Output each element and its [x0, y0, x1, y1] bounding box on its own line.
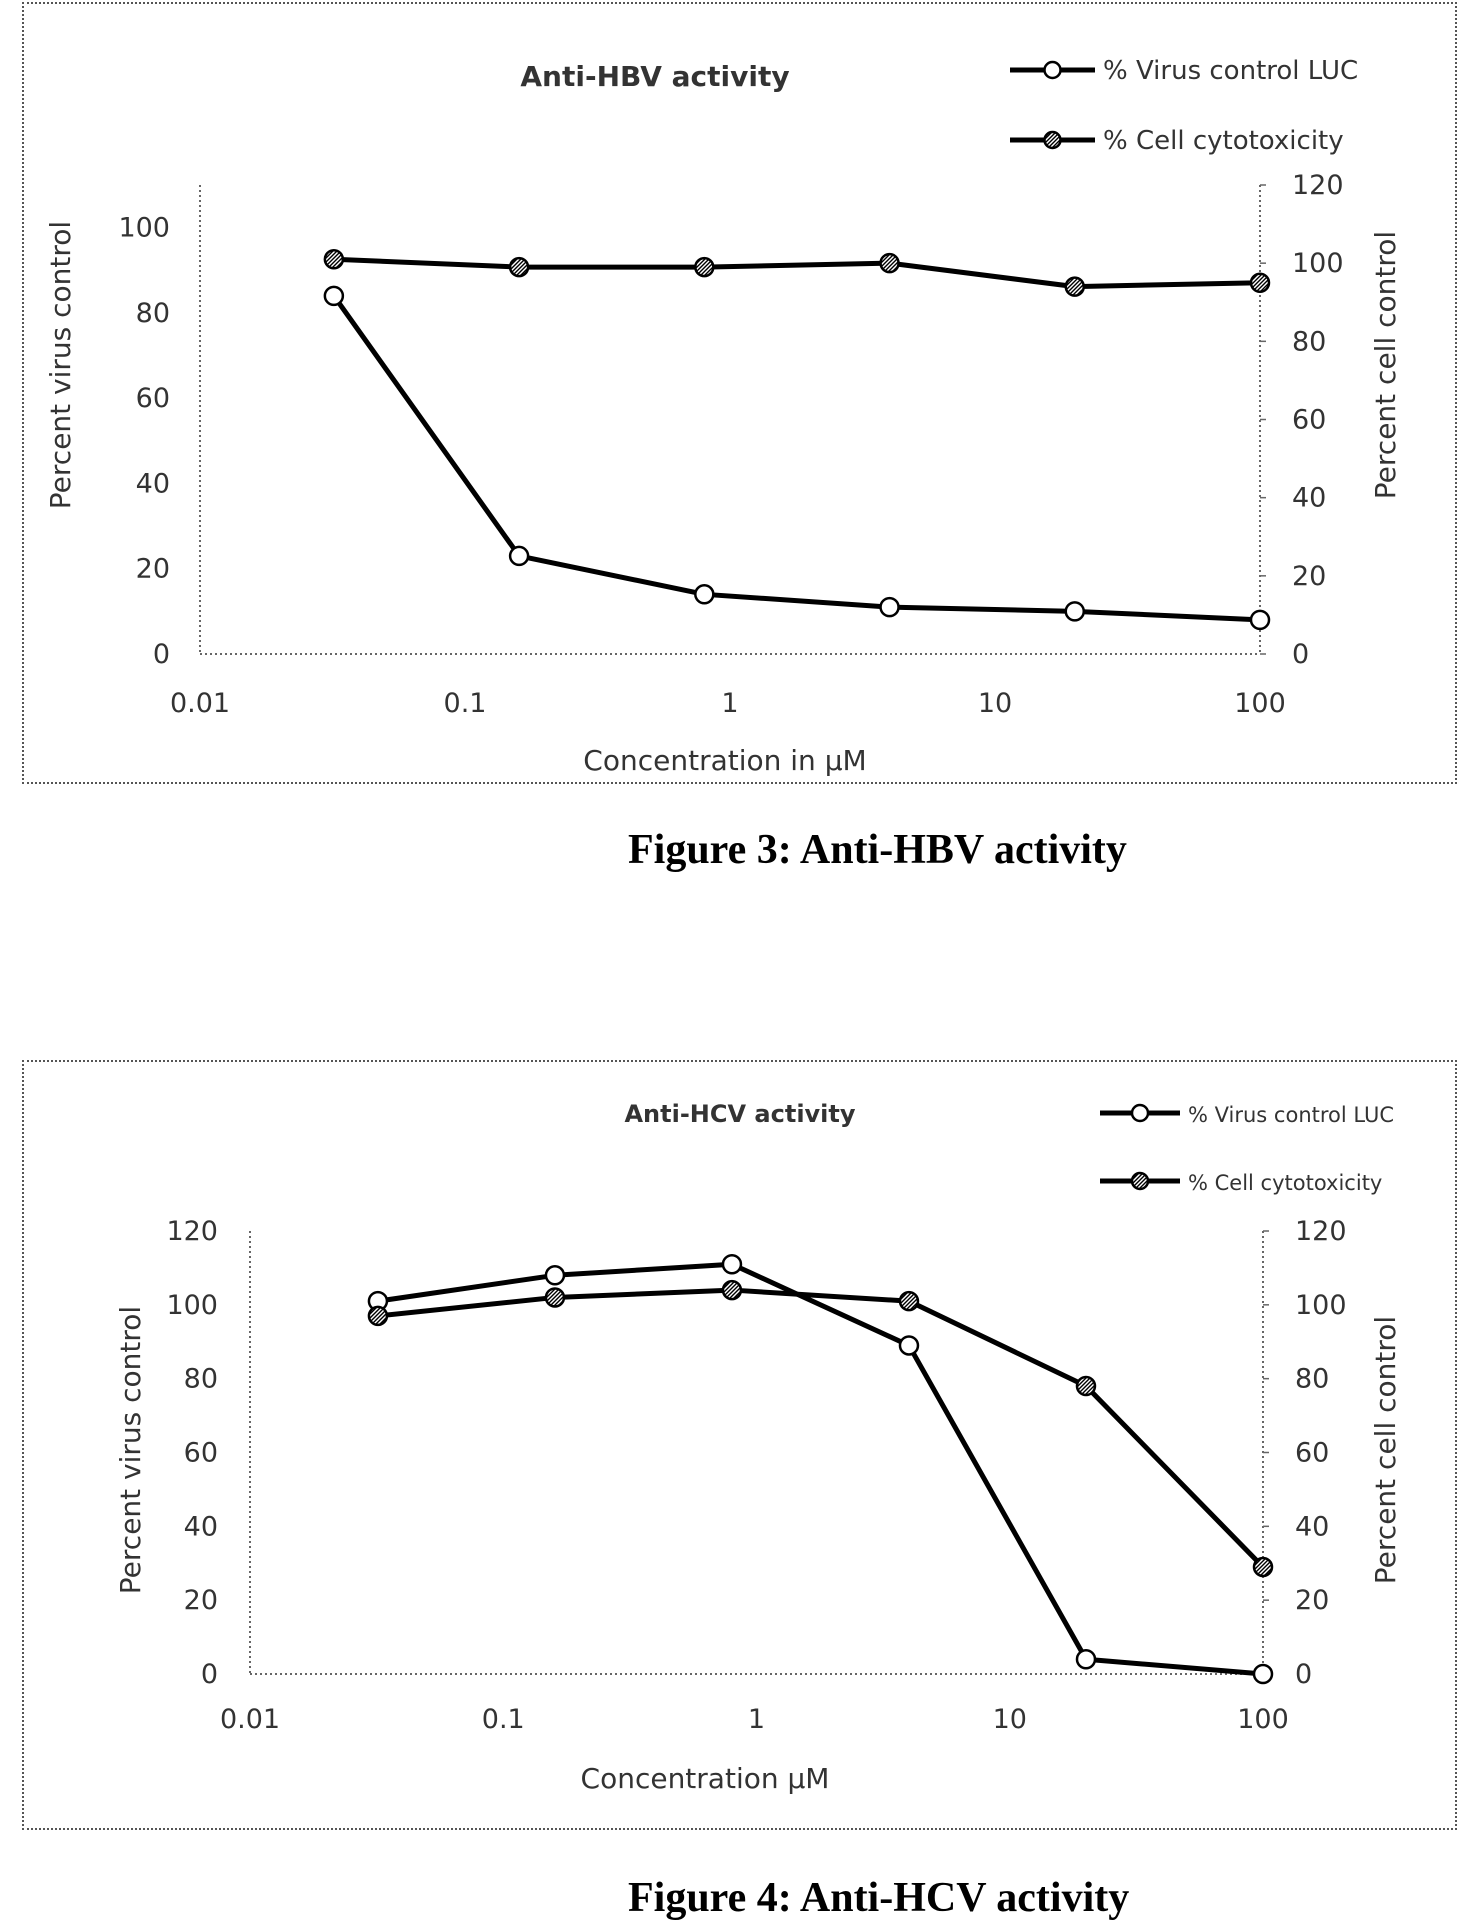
series-line-cell-cytotoxicity [333, 256, 1261, 290]
y2-tick-label: 0 [1292, 639, 1309, 670]
x-tick-label: 1 [748, 1704, 765, 1735]
data-point-virus-control [323, 285, 345, 307]
chart-title: Anti-HBV activity [520, 60, 789, 93]
data-point-virus-control [721, 1253, 743, 1275]
y2-tick-label: 0 [1295, 1659, 1312, 1690]
data-point-cell-cytotoxicity [898, 1290, 920, 1312]
x-axis-label: Concentration in µM [583, 744, 866, 777]
legend-label-virus-control: % Virus control LUC [1188, 1103, 1394, 1127]
y2-tick-label: 80 [1292, 326, 1326, 357]
data-point-virus-control [1252, 1663, 1274, 1685]
y2-tick-label: 20 [1292, 561, 1326, 592]
y-axis-label: Percent virus control [44, 221, 77, 509]
x-tick-label: 0.01 [170, 688, 230, 719]
data-point-cell-cytotoxicity [879, 252, 900, 274]
y-tick-label: 40 [136, 468, 170, 499]
data-point-cell-cytotoxicity [323, 249, 345, 270]
data-point-cell-cytotoxicity [367, 1305, 389, 1327]
y-tick-label: 120 [166, 1216, 218, 1247]
y-tick-label: 100 [166, 1290, 218, 1321]
x-tick-label: 10 [978, 688, 1012, 719]
data-point-cell-cytotoxicity [508, 256, 530, 278]
legend-marker-cell-cytotoxicity [1043, 130, 1062, 150]
x-tick-label: 100 [1237, 1704, 1289, 1735]
y-tick-label: 40 [184, 1511, 218, 1542]
y-tick-label: 0 [153, 639, 170, 670]
y2-tick-label: 120 [1295, 1216, 1347, 1247]
y2-axis-label: Percent cell control [1369, 231, 1402, 499]
y-tick-label: 20 [184, 1585, 218, 1616]
x-tick-label: 10 [993, 1704, 1027, 1735]
data-point-virus-control [1249, 609, 1271, 631]
y-tick-label: 80 [184, 1364, 218, 1395]
y2-tick-label: 80 [1295, 1364, 1329, 1395]
y-axis-label: Percent virus control [114, 1306, 147, 1594]
series-line-cell-cytotoxicity [377, 1287, 1265, 1569]
legend-marker-cell-cytotoxicity [1130, 1171, 1150, 1191]
figure-3-caption: Figure 3: Anti-HBV activity [628, 827, 1127, 873]
x-tick-label: 0.1 [444, 688, 487, 719]
figure-4-caption: Figure 4: Anti-HCV activity [628, 1875, 1130, 1921]
y-tick-label: 100 [118, 213, 170, 244]
series-line-virus-control [331, 294, 1261, 623]
data-point-cell-cytotoxicity [544, 1287, 566, 1308]
data-point-virus-control [898, 1335, 920, 1356]
chart-anti-hcv: 0 20 40 60 80 100 120 0 20 40 60 80 100 120 0.01 0.1 1 10… [114, 1100, 1402, 1795]
y2-tick-label: 120 [1292, 170, 1344, 201]
data-point-cell-cytotoxicity [694, 256, 715, 278]
data-point-virus-control [1064, 601, 1086, 622]
y2-tick-label: 60 [1292, 405, 1326, 436]
legend-label-cell-cytotoxicity: % Cell cytotoxicity [1188, 1171, 1382, 1195]
legend-label-virus-control: % Virus control LUC [1103, 56, 1358, 86]
data-point-cell-cytotoxicity [1075, 1375, 1097, 1397]
chart-title: Anti-HCV activity [624, 1100, 855, 1128]
chart-frame-anti-hbv [22, 2, 1457, 784]
data-point-cell-cytotoxicity [1249, 272, 1271, 293]
y-tick-label: 60 [136, 383, 170, 414]
y2-axis-label: Percent cell control [1369, 1316, 1402, 1584]
x-tick-label: 100 [1234, 688, 1286, 719]
legend-marker-virus-control [1130, 1103, 1150, 1123]
y2-tick-label: 40 [1295, 1511, 1329, 1542]
series-line-virus-control [377, 1261, 1264, 1677]
y2-tick-label: 40 [1292, 483, 1326, 514]
x-tick-label: 1 [721, 688, 738, 719]
y2-tick-label: 60 [1295, 1438, 1329, 1469]
data-point-cell-cytotoxicity [1252, 1556, 1274, 1578]
y2-tick-label: 20 [1295, 1585, 1329, 1616]
data-point-virus-control [1075, 1648, 1097, 1670]
legend-marker-virus-control [1043, 60, 1062, 80]
legend-label-cell-cytotoxicity: % Cell cytotoxicity [1103, 126, 1344, 156]
data-point-virus-control [544, 1265, 566, 1286]
y2-tick-label: 100 [1292, 248, 1344, 279]
y-tick-label: 60 [184, 1438, 218, 1469]
x-axis-label: Concentration µM [581, 1762, 830, 1795]
data-point-cell-cytotoxicity [721, 1279, 743, 1301]
data-point-virus-control [508, 545, 530, 567]
y2-tick-label: 100 [1295, 1290, 1347, 1321]
x-tick-label: 0.1 [482, 1704, 525, 1735]
data-point-cell-cytotoxicity [1064, 276, 1086, 297]
data-point-virus-control [694, 584, 715, 605]
x-tick-label: 0.01 [220, 1704, 280, 1735]
chart-frame-anti-hcv [22, 1060, 1457, 1830]
y-tick-label: 80 [136, 298, 170, 329]
y-tick-label: 20 [136, 554, 170, 585]
data-point-virus-control [879, 596, 900, 618]
y-tick-label: 0 [201, 1659, 218, 1690]
